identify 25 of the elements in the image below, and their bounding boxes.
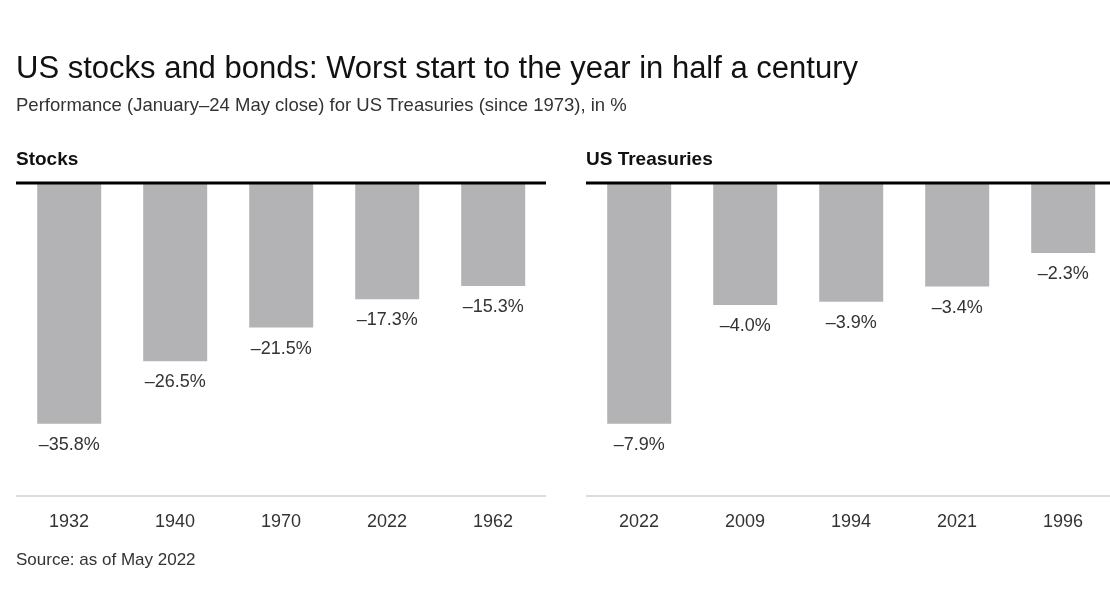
data-label: –17.3% — [356, 309, 418, 330]
data-label: –26.5% — [144, 371, 206, 392]
text: US stocks and bonds: Worst start to the year in half a century — [16, 50, 859, 86]
data-label: –21.5% — [250, 337, 312, 358]
chart-title: Stocks — [16, 148, 80, 170]
data-label: –35.8% — [38, 433, 100, 454]
data-label: –15.3% — [462, 295, 524, 316]
source-note: Source: as of May 2022 — [16, 550, 197, 570]
x-tick-label: 1962 — [472, 510, 514, 531]
x-tick-label: 1940 — [154, 510, 196, 531]
x-tick-label: 1994 — [830, 510, 872, 531]
data-label: –3.4% — [931, 296, 983, 317]
chart-title: US Treasuries — [586, 148, 714, 170]
data-label: –7.9% — [613, 433, 665, 454]
x-tick-label: 1932 — [48, 510, 90, 531]
data-label: –4.0% — [719, 314, 771, 335]
x-tick-label: 2021 — [936, 510, 978, 531]
text: Performance (January–24 May close) for US Treasuries (since 1973), in % — [16, 94, 628, 116]
x-tick-label: 2009 — [724, 510, 766, 531]
data-label: –3.9% — [825, 311, 877, 332]
x-tick-label: 1996 — [1042, 510, 1084, 531]
data-label: –2.3% — [1037, 263, 1089, 284]
x-tick-label: 2022 — [618, 510, 660, 531]
x-tick-label: 2022 — [366, 510, 408, 531]
x-tick-label: 1970 — [260, 510, 302, 531]
